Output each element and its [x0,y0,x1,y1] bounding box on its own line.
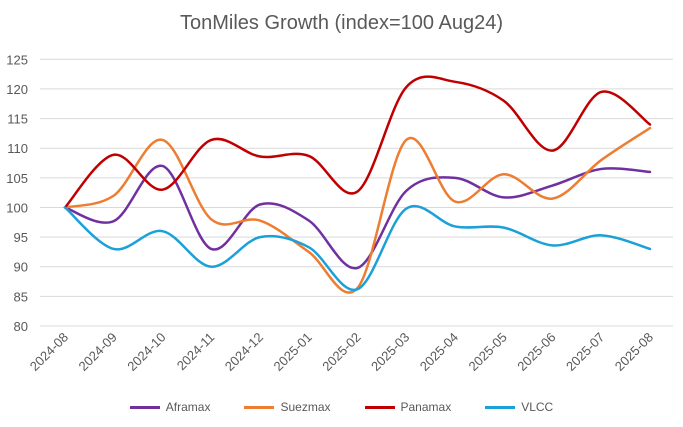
y-tick-label: 125 [6,52,28,67]
series-line-suezmax [63,126,652,294]
chart-title: TonMiles Growth (index=100 Aug24) [180,12,503,34]
legend-label: VLCC [521,400,554,414]
legend-label: Suezmax [280,400,331,414]
x-tick-label: 2025-04 [417,330,461,374]
legend-item-aframax: Aframax [129,400,211,414]
x-tick-label: 2025-01 [271,330,315,374]
legend-swatch [364,405,395,409]
series-line-panamax [63,75,652,209]
y-tick-label: 95 [14,230,28,245]
series-line-aframax [63,164,652,270]
legend-item-panamax: Panamax [364,400,452,414]
y-tick-label: 115 [7,112,28,127]
x-tick-label: 2024-09 [76,330,120,374]
x-tick-label: 2024-10 [124,330,168,374]
x-tick-label: 2025-08 [612,330,656,374]
legend-label: Aframax [165,400,211,414]
x-tick-label: 2025-05 [466,330,510,374]
legend-item-suezmax: Suezmax [244,400,331,414]
x-tick-label: 2025-06 [514,330,558,374]
y-tick-label: 110 [7,141,28,156]
legend: Aframax Suezmax Panamax VLCC [0,400,683,414]
x-tick-label: 2024-12 [222,330,266,374]
x-tick-label: 2025-03 [368,330,412,374]
legend-item-vlcc: VLCC [485,400,553,414]
series-line-vlcc [63,205,652,292]
x-tick-label: 2024-08 [27,330,71,374]
x-tick-label: 2024-11 [174,330,218,374]
legend-swatch [485,405,516,409]
legend-label: Panamax [400,400,452,414]
y-tick-label: 80 [14,319,28,334]
x-tick-label: 2025-07 [563,330,607,374]
y-tick-label: 85 [14,289,28,304]
legend-swatch [129,405,160,409]
y-tick-label: 120 [6,82,28,97]
y-tick-label: 105 [6,171,28,186]
y-tick-label: 100 [6,200,28,215]
x-tick-label: 2025-02 [319,330,363,374]
y-tick-label: 90 [14,260,28,275]
legend-swatch [244,405,275,409]
